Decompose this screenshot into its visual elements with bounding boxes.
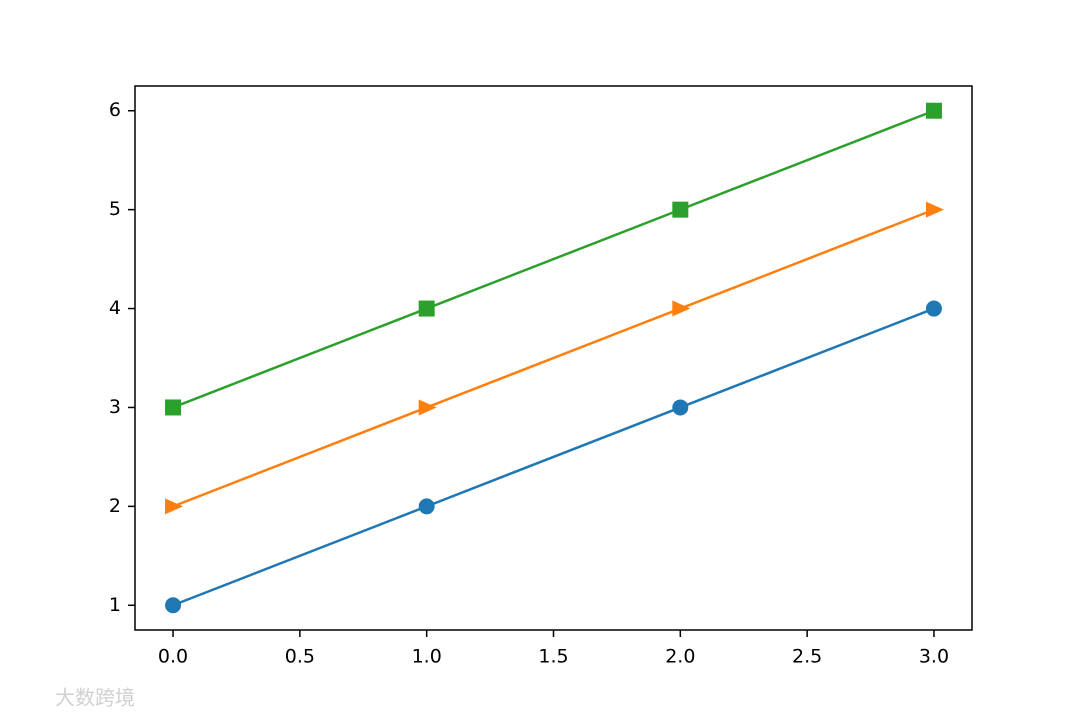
y-tick-label: 1 bbox=[109, 594, 121, 616]
marker bbox=[672, 201, 689, 218]
marker bbox=[165, 597, 182, 614]
series-line bbox=[172, 109, 935, 409]
x-tick-label: 0.5 bbox=[285, 646, 315, 668]
marker bbox=[165, 498, 184, 515]
y-tick-label: 3 bbox=[109, 396, 121, 418]
marker bbox=[925, 201, 944, 218]
x-tick-label: 0.0 bbox=[158, 646, 188, 668]
marker bbox=[418, 399, 437, 416]
y-tick-label: 2 bbox=[109, 495, 121, 517]
marker bbox=[925, 300, 942, 317]
marker bbox=[672, 300, 691, 317]
x-tick-label: 3.0 bbox=[919, 646, 949, 668]
marker bbox=[672, 399, 689, 416]
axes-frame bbox=[134, 85, 973, 631]
marker bbox=[165, 399, 182, 416]
watermark: 大数跨境 bbox=[55, 686, 135, 710]
x-tick-label: 2.5 bbox=[792, 646, 822, 668]
y-tick-label: 5 bbox=[109, 198, 121, 220]
y-tick-label: 4 bbox=[109, 297, 121, 319]
marker bbox=[418, 300, 435, 317]
marker bbox=[418, 498, 435, 515]
plot-area: 0.0 0.5 1.0 1.5 2.0 2.5 3.0 1 2 3 4 5 6 bbox=[109, 99, 949, 667]
series-line bbox=[172, 208, 935, 508]
series-line bbox=[172, 307, 935, 607]
x-tick-label: 1.5 bbox=[538, 646, 568, 668]
marker bbox=[925, 102, 942, 119]
y-tick-label: 6 bbox=[109, 99, 121, 121]
x-tick-label: 1.0 bbox=[412, 646, 442, 668]
x-tick-label: 2.0 bbox=[665, 646, 695, 668]
